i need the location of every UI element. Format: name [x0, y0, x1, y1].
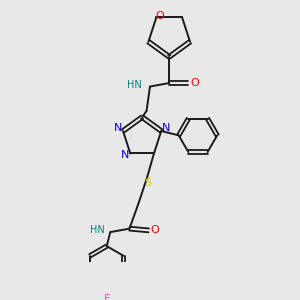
Text: N: N	[121, 150, 129, 160]
Text: O: O	[155, 11, 164, 21]
Text: O: O	[150, 225, 159, 236]
Text: O: O	[190, 78, 199, 88]
Text: N: N	[162, 123, 171, 134]
Text: N: N	[114, 123, 122, 134]
Text: S: S	[144, 178, 152, 188]
Text: HN: HN	[128, 80, 142, 90]
Text: F: F	[103, 294, 110, 300]
Text: HN: HN	[90, 225, 105, 236]
